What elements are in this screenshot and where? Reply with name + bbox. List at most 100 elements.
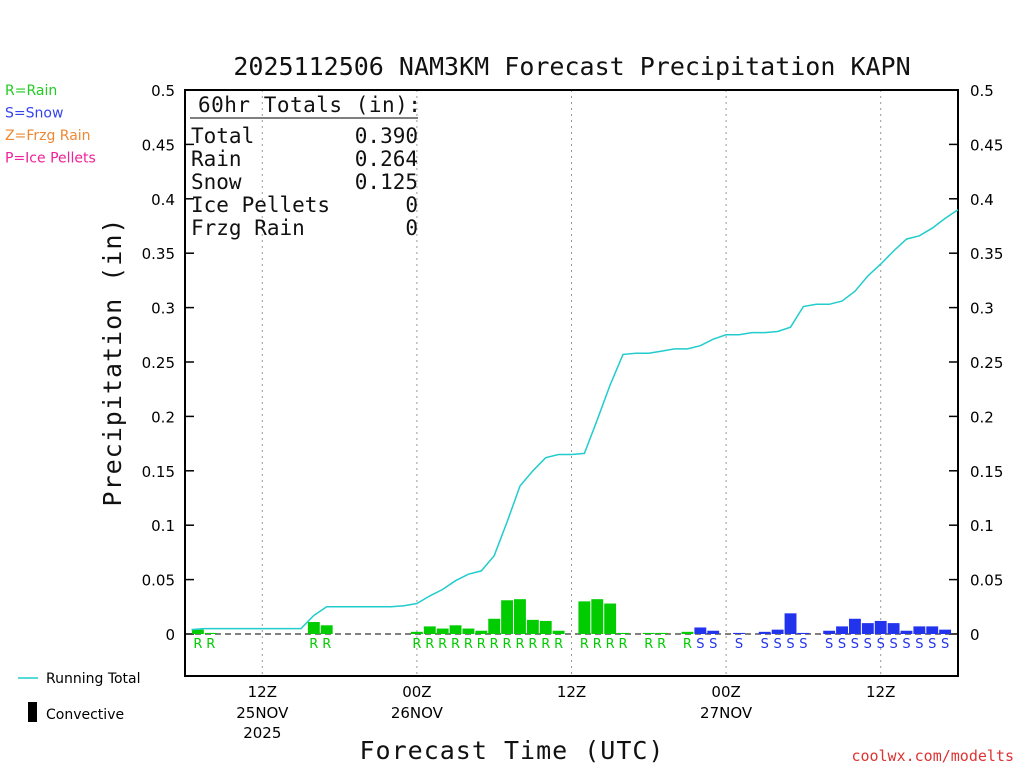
y-tick-label-right: 0.4 — [970, 191, 994, 209]
precip-bar — [926, 626, 939, 634]
totals-row-value: 0 — [405, 193, 418, 217]
convective-swatch — [28, 702, 37, 722]
precip-bar — [462, 628, 475, 634]
x-tick-label: 00Z — [402, 683, 431, 701]
totals-row-value: 0 — [405, 216, 418, 240]
running-total-series — [191, 209, 959, 631]
x-tick-date: 25NOV — [236, 704, 289, 722]
x-tick-date: 26NOV — [391, 704, 444, 722]
precip-type-letter: R — [683, 637, 692, 652]
precip-bar — [771, 629, 784, 634]
precip-bar — [758, 631, 771, 634]
precip-bar — [552, 630, 565, 634]
precip-bar — [707, 630, 720, 634]
totals-row-label: Rain — [191, 147, 242, 171]
precip-type-letter: S — [889, 637, 897, 652]
precip-type-letter: S — [774, 637, 782, 652]
totals-row-label: Total — [191, 124, 254, 148]
totals-box: 60hr Totals (in): Total 0.390 Rain 0.264 Snow… — [190, 93, 421, 240]
y-tick-label-left: 0.15 — [142, 463, 175, 481]
y-axis-left: 0 0.05 0.1 0.15 0.2 0.25 0.3 0.35 0.4 0.45 0.5 — [142, 82, 194, 644]
grid-lines — [261, 90, 882, 676]
precip-type-letter: S — [838, 637, 846, 652]
precip-type-legend: R=Rain S=Snow Z=Frzg Rain P=Ice Pellets — [5, 83, 96, 167]
precip-bar — [861, 623, 874, 634]
totals-row-label: Snow — [191, 170, 242, 194]
precip-type-letter: R — [619, 637, 628, 652]
precip-type-letter: S — [825, 637, 833, 652]
precip-type-letter: R — [593, 637, 602, 652]
precip-bar — [617, 632, 629, 634]
precip-bar — [784, 613, 797, 634]
precip-type-letter: S — [902, 637, 910, 652]
y-tick-label-left: 0.25 — [142, 354, 175, 372]
precip-bar — [900, 630, 913, 634]
precip-type-letter: R — [503, 637, 512, 652]
type-legend-item: Z=Frzg Rain — [5, 128, 91, 144]
y-tick-label-left: 0.05 — [142, 572, 175, 590]
precip-type-letter: R — [193, 637, 202, 652]
precip-bar — [449, 625, 462, 634]
y-tick-label-left: 0.5 — [151, 82, 175, 100]
y-tick-label-right: 0.35 — [970, 245, 1003, 263]
precip-type-letter: S — [864, 637, 872, 652]
precip-bar — [320, 625, 333, 634]
y-tick-label-left: 0.35 — [142, 245, 175, 263]
precip-bar — [848, 618, 861, 634]
precip-bar — [604, 603, 617, 634]
precip-type-letter: S — [941, 637, 949, 652]
y-tick-label-right: 0.2 — [970, 408, 994, 426]
precip-bar — [578, 601, 591, 634]
precip-type-letter: R — [438, 637, 447, 652]
y-tick-label-left: 0.1 — [151, 517, 175, 535]
precip-bar — [939, 629, 952, 634]
precip-type-letter: S — [696, 637, 704, 652]
precip-type-letter: S — [786, 637, 794, 652]
precip-bars — [191, 599, 952, 634]
precip-type-letter: S — [761, 637, 769, 652]
precip-bar — [913, 626, 926, 634]
totals-row-label: Ice Pellets — [191, 193, 330, 217]
precip-type-letter: R — [580, 637, 589, 652]
precip-type-letter: R — [490, 637, 499, 652]
precip-bar — [874, 620, 887, 634]
site-credit: coolwx.com/modelts — [851, 747, 1014, 765]
y-axis-right: 0 0.05 0.1 0.15 0.2 0.25 0.3 0.35 0.4 0.45 0.5 — [949, 82, 1003, 644]
totals-row-value: 0.125 — [355, 170, 418, 194]
x-tick-date: 27NOV — [700, 704, 753, 722]
precip-bar — [423, 626, 436, 634]
precip-bar — [797, 632, 810, 634]
plot-frame — [184, 89, 959, 677]
y-tick-label-left: 0.4 — [151, 191, 175, 209]
precip-type-letter: R — [657, 637, 666, 652]
precip-bar — [501, 600, 514, 634]
precip-type-letter: R — [309, 637, 318, 652]
x-axis: 12Z 25NOV 2025 00Z 26NOV 12Z 00Z 27NOV 12Z — [236, 683, 895, 742]
precip-bar — [307, 622, 320, 634]
precip-bar — [836, 626, 848, 634]
precip-type-letter: R — [644, 637, 653, 652]
precip-bar — [526, 619, 539, 634]
precip-type-letter: S — [799, 637, 807, 652]
x-tick-label: 12Z — [866, 683, 895, 701]
totals-row-value: 0.390 — [355, 124, 418, 148]
precip-bar — [655, 632, 668, 634]
precip-type-letter: R — [412, 637, 421, 652]
precip-bar — [204, 632, 217, 634]
precip-bar — [514, 599, 526, 634]
y-tick-label-right: 0.5 — [970, 82, 994, 100]
precip-bar — [436, 628, 449, 634]
type-legend-item: P=Ice Pellets — [5, 151, 96, 167]
precip-type-letter: S — [877, 637, 885, 652]
precip-bar — [733, 632, 745, 634]
y-tick-label-right: 0.1 — [970, 517, 994, 535]
precip-bar — [591, 599, 604, 634]
precip-type-letter: S — [928, 637, 936, 652]
precip-bar — [681, 631, 694, 634]
precip-type-letter: R — [451, 637, 460, 652]
precip-type-letter: R — [606, 637, 615, 652]
precip-bar — [642, 632, 655, 634]
y-tick-label-right: 0.05 — [970, 572, 1003, 590]
